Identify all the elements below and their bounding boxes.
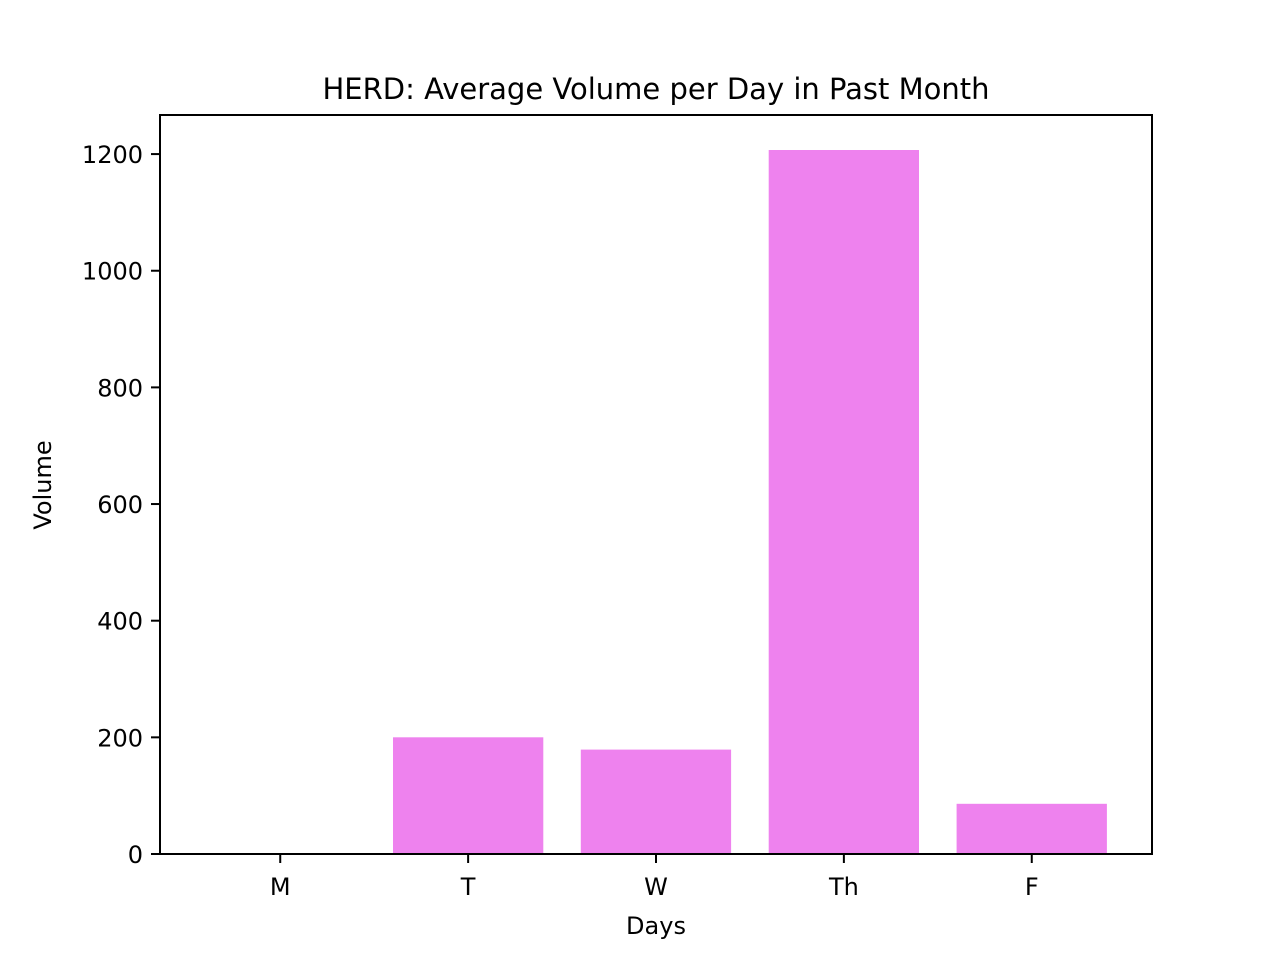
x-tick-label: T <box>460 873 476 901</box>
bar-t <box>393 737 544 854</box>
chart-title: HERD: Average Volume per Day in Past Mon… <box>322 72 989 106</box>
y-axis: 0 200 400 600 800 1000 1200 <box>82 141 160 869</box>
x-tick-label: W <box>644 873 668 901</box>
y-tick-label: 1000 <box>82 258 143 286</box>
y-axis-label: Volume <box>29 440 57 529</box>
y-tick-label: 1200 <box>82 141 143 169</box>
y-tick-label: 200 <box>97 724 143 752</box>
y-tick-label: 0 <box>128 841 143 869</box>
bar-th <box>768 150 919 854</box>
bar-w <box>580 749 732 854</box>
x-tick-label: F <box>1025 873 1039 901</box>
y-tick-label: 600 <box>97 491 143 519</box>
x-axis: M T W Th F <box>270 854 1039 901</box>
y-tick-label: 800 <box>97 374 143 402</box>
y-tick-label: 400 <box>97 608 143 636</box>
x-tick-label: M <box>270 873 291 901</box>
x-tick-label: Th <box>828 873 859 901</box>
bar-group <box>393 150 1107 854</box>
x-axis-label: Days <box>626 912 686 940</box>
bar-f <box>956 803 1107 854</box>
plot-frame <box>159 114 1153 855</box>
